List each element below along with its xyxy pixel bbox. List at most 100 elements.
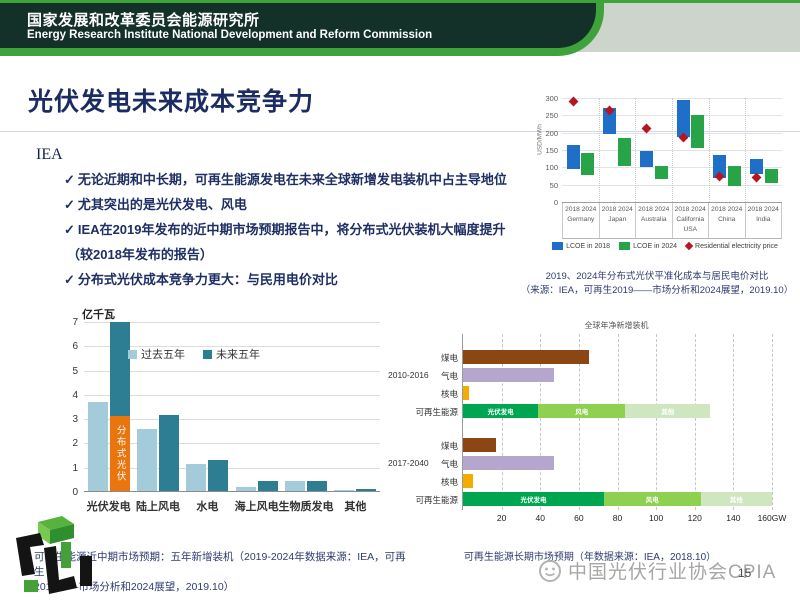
country-cell: 2018 2024 Japan xyxy=(600,203,636,238)
y-tick-label: 7 xyxy=(72,317,78,328)
x-category-label: 海上风电 xyxy=(234,501,279,513)
legend-swatch xyxy=(203,349,212,359)
lcoe-2018-bar xyxy=(713,155,727,178)
legend-label: LCOE in 2018 xyxy=(566,242,611,250)
check-icon: ✓ xyxy=(64,222,75,237)
cpia-logo-icon xyxy=(539,559,561,582)
page-title: 光伏发电未来成本竞争力 xyxy=(28,88,315,116)
bar-segment-气电 xyxy=(463,456,554,470)
bullet-text: IEA在2019年发布的近中期市场预期报告中，将分布式光伏装机大幅度提升 xyxy=(77,222,506,237)
lcoe-2018-bar xyxy=(639,150,653,168)
x-tick-label: 20 xyxy=(496,513,507,523)
chart-title: 全球年净新增装机 xyxy=(584,321,649,330)
watermark-text: 中国光伏行业协会CPIA xyxy=(568,562,777,583)
x-tick-label: 60 xyxy=(574,513,584,523)
group-label: 2010-2016 xyxy=(388,370,429,380)
country-cell: 2018 2024 India xyxy=(746,203,782,238)
bullet-text: （较2018年发布的报告） xyxy=(67,247,213,262)
year-labels: 2018 2024 xyxy=(674,206,706,213)
title-divider xyxy=(0,131,800,132)
country-label: China xyxy=(718,216,736,224)
group-separator xyxy=(745,98,747,202)
group-separator xyxy=(708,98,710,202)
bullet-text: 分布式光伏成本竞争力更大：与民用电价对比 xyxy=(77,272,338,287)
bullet-list: ✓ 无论近期和中长期，可再生能源发电在未来全球新增发电装机中占主导地位 ✓ 尤其突出… xyxy=(64,167,546,292)
row-label: 煤电 xyxy=(440,353,458,363)
bar-segment-其他: 其他 xyxy=(625,404,711,418)
year-labels: 2018 2024 xyxy=(638,206,670,213)
past-bar xyxy=(285,481,305,491)
x-category-label: 光伏发电 xyxy=(86,501,131,513)
bar-segment-其他: 其他 xyxy=(700,492,772,506)
group-label: 2017-2040 xyxy=(388,458,429,468)
y-tick-label: 100 xyxy=(545,163,558,173)
x-axis-line xyxy=(84,491,380,492)
additions-chart: 全球年净新增装机 光伏发电 风电 其他 光伏发电 风电 其他 20 40 60 80 100 120 14… xyxy=(388,320,798,532)
y-tick-label: 250 xyxy=(545,111,558,121)
row-label: 核电 xyxy=(440,477,458,487)
check-icon: ✓ xyxy=(64,272,75,287)
gridline xyxy=(656,334,658,510)
section-label: IEA xyxy=(36,146,63,163)
y-tick-label: 3 xyxy=(72,414,78,426)
y-tick-label: 5 xyxy=(72,365,78,377)
bullet-item: （较2018年发布的报告） xyxy=(64,242,546,267)
gridline xyxy=(84,394,380,396)
legend-item: LCOE in 2024 xyxy=(619,242,677,250)
row-label: 气电 xyxy=(440,459,458,469)
x-tick-label: 160GW xyxy=(757,513,787,523)
bar-segment-气电 xyxy=(463,368,554,382)
country-label: Japan xyxy=(608,216,627,224)
bar-segment-煤电 xyxy=(463,438,496,452)
check-icon: ✓ xyxy=(64,172,75,187)
future-bar xyxy=(208,459,229,491)
bullet-text: 尤其突出的是光伏发电、风电 xyxy=(77,197,247,212)
bullet-item: ✓ IEA在2019年发布的近中期市场预期报告中，将分布式光伏装机大幅度提升 xyxy=(64,217,546,242)
gridline xyxy=(772,334,773,510)
axis-label-table: 2018 2024 Germany 2018 2024 Japan 2018 2024 A… xyxy=(562,202,782,239)
country-label: Germany xyxy=(567,216,595,224)
y-tick-label: 4 xyxy=(72,389,78,401)
bullet-item: ✓ 尤其突出的是光伏发电、风电 xyxy=(64,192,546,217)
y-tick-label: 200 xyxy=(545,128,558,138)
lcoe-2018-bar xyxy=(566,144,580,170)
distributed-pv-label: 分布式光伏 xyxy=(114,424,126,483)
y-tick-label: 300 xyxy=(545,94,558,103)
cpia-watermark: 中国光伏行业协会CPIA xyxy=(538,557,776,584)
row-label: 核电 xyxy=(440,389,458,399)
header-bar xyxy=(0,3,596,48)
x-tick-label: 120 xyxy=(687,513,702,523)
future-bar xyxy=(159,414,179,491)
gridline xyxy=(694,334,696,510)
x-tick-label: 80 xyxy=(612,513,623,523)
y-tick-label: 0 xyxy=(72,487,78,498)
legend-label: Residential electricity price xyxy=(695,242,778,250)
lcoe-plot xyxy=(562,96,782,203)
gridline xyxy=(733,334,735,510)
segment-label: 光伏发电 xyxy=(487,409,514,416)
row-label: 可再生能源 xyxy=(415,407,458,417)
country-label: India xyxy=(756,216,771,224)
header-top-strip xyxy=(0,0,800,3)
legend-swatch xyxy=(128,349,137,359)
eri-logo xyxy=(4,514,96,600)
future-bar xyxy=(307,481,327,491)
bar-segment-风电: 风电 xyxy=(538,404,626,418)
eri-logo-icon xyxy=(16,516,92,594)
x-tick-label: 40 xyxy=(535,513,545,523)
capacity-legend: 过去五年 未来五年 xyxy=(128,346,260,362)
gridline xyxy=(84,370,380,372)
check-icon: ✓ xyxy=(64,197,75,212)
lcoe-2018-bar xyxy=(603,108,617,135)
country-label: California USA xyxy=(676,216,705,234)
bar-segment-光伏发电: 光伏发电 xyxy=(463,404,539,418)
legend-label: 未来五年 xyxy=(216,349,260,361)
year-labels: 2018 2024 xyxy=(601,206,633,213)
past-bar xyxy=(235,487,256,491)
segment-label: 光伏发电 xyxy=(520,497,547,504)
lcoe-2024-bar xyxy=(764,169,778,183)
future-bar xyxy=(356,488,377,491)
legend-item: LCOE in 2018 xyxy=(552,242,610,250)
page-number: 15 xyxy=(738,566,752,580)
lcoe-2018-bar xyxy=(749,158,763,175)
